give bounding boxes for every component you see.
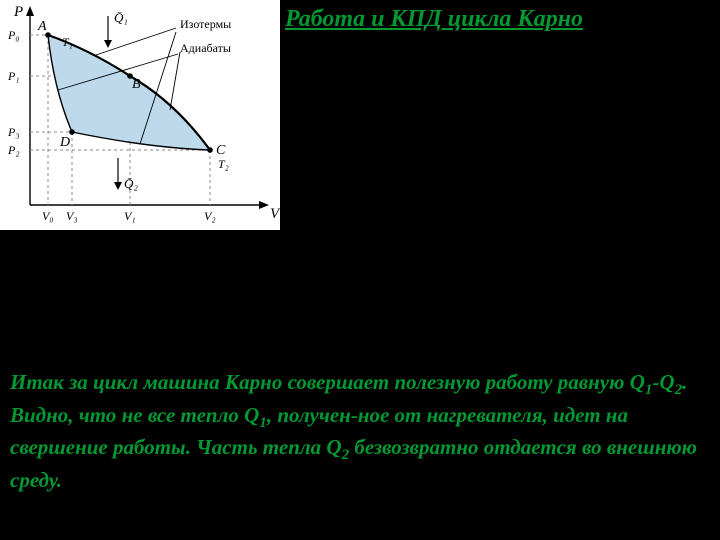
svg-text:V₁: V₁ xyxy=(124,209,136,223)
svg-text:P₀: P₀ xyxy=(7,28,20,42)
adiabat-label: Адиабаты xyxy=(180,41,231,55)
svg-text:V₀: V₀ xyxy=(42,209,54,223)
p3-s4: 2 xyxy=(342,447,350,463)
svg-text:C: C xyxy=(216,143,226,158)
svg-text:P₂: P₂ xyxy=(7,143,20,157)
isotherm-label: Изотермы xyxy=(180,17,231,31)
axis-v-label: V xyxy=(270,206,280,222)
paragraph-1: При изотермическом расширении внутренняя… xyxy=(285,40,715,238)
paragraph-3: Итак за цикл машина Карно совершает поле… xyxy=(0,368,720,494)
svg-text:A: A xyxy=(37,19,47,34)
svg-text:D: D xyxy=(59,135,70,150)
p3-s3: 1 xyxy=(259,415,267,431)
axis-p-label: P xyxy=(13,4,23,20)
svg-text:Q̄₁: Q̄₁ xyxy=(114,10,128,25)
p3-m: -Q xyxy=(652,370,674,394)
svg-text:T₁: T₁ xyxy=(62,35,73,49)
svg-text:V₃: V₃ xyxy=(66,209,78,223)
svg-text:P₁: P₁ xyxy=(7,69,20,83)
svg-text:T₂: T₂ xyxy=(218,157,229,171)
svg-text:Q̄₂: Q̄₂ xyxy=(124,176,138,191)
svg-text:B: B xyxy=(132,77,141,92)
carnot-pv-diagram: P V P₀ P₁ P₃ P₂ V₀ V₃ V₁ V₂ xyxy=(0,0,280,230)
paragraph-2: Затем происходит адиабатическое расширен… xyxy=(0,238,720,351)
svg-text:V₂: V₂ xyxy=(204,209,216,223)
svg-text:P₃: P₃ xyxy=(7,125,20,139)
slide-title: Работа и КПД цикла Карно xyxy=(285,6,583,33)
p3-t1: Итак за цикл машина Карно совершает поле… xyxy=(10,370,645,394)
